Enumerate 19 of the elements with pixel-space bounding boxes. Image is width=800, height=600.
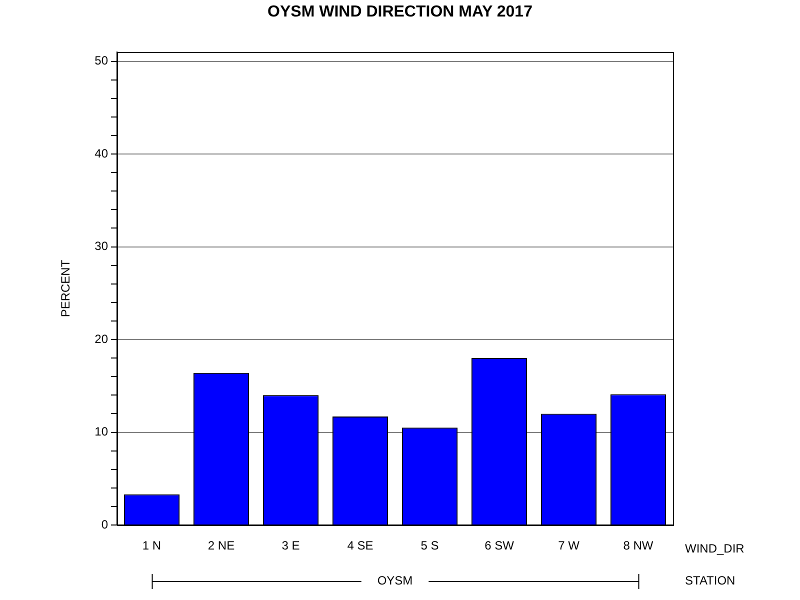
text: OYSM: [377, 573, 413, 588]
y-tick-label: 30: [94, 239, 108, 254]
x-tick-label: 7 W: [558, 538, 580, 553]
x-tick-label: 6 SW: [484, 538, 515, 553]
y-tick-label: 20: [94, 332, 108, 346]
chart-title: OYSM WIND DIRECTION MAY 2017: [268, 3, 533, 20]
x-tick-label: 4 SE: [347, 538, 374, 553]
x-axis-title: WIND_DIR: [685, 541, 745, 556]
text: STATION: [685, 573, 736, 588]
x-tick-label: 2 NE: [208, 538, 235, 553]
y-tick-label: 0: [101, 517, 108, 532]
x-tick-label: 5 S: [420, 538, 439, 553]
x-tick-label: 1 N: [142, 538, 162, 553]
y-tick-label: 10: [94, 424, 108, 439]
y-tick-label: 50: [94, 54, 108, 68]
y-axis-title: PERCENT: [58, 259, 73, 318]
x-tick-label: 3 E: [282, 538, 300, 553]
x-tick-label: 8 NW: [623, 538, 654, 553]
y-tick-label: 40: [94, 146, 108, 160]
